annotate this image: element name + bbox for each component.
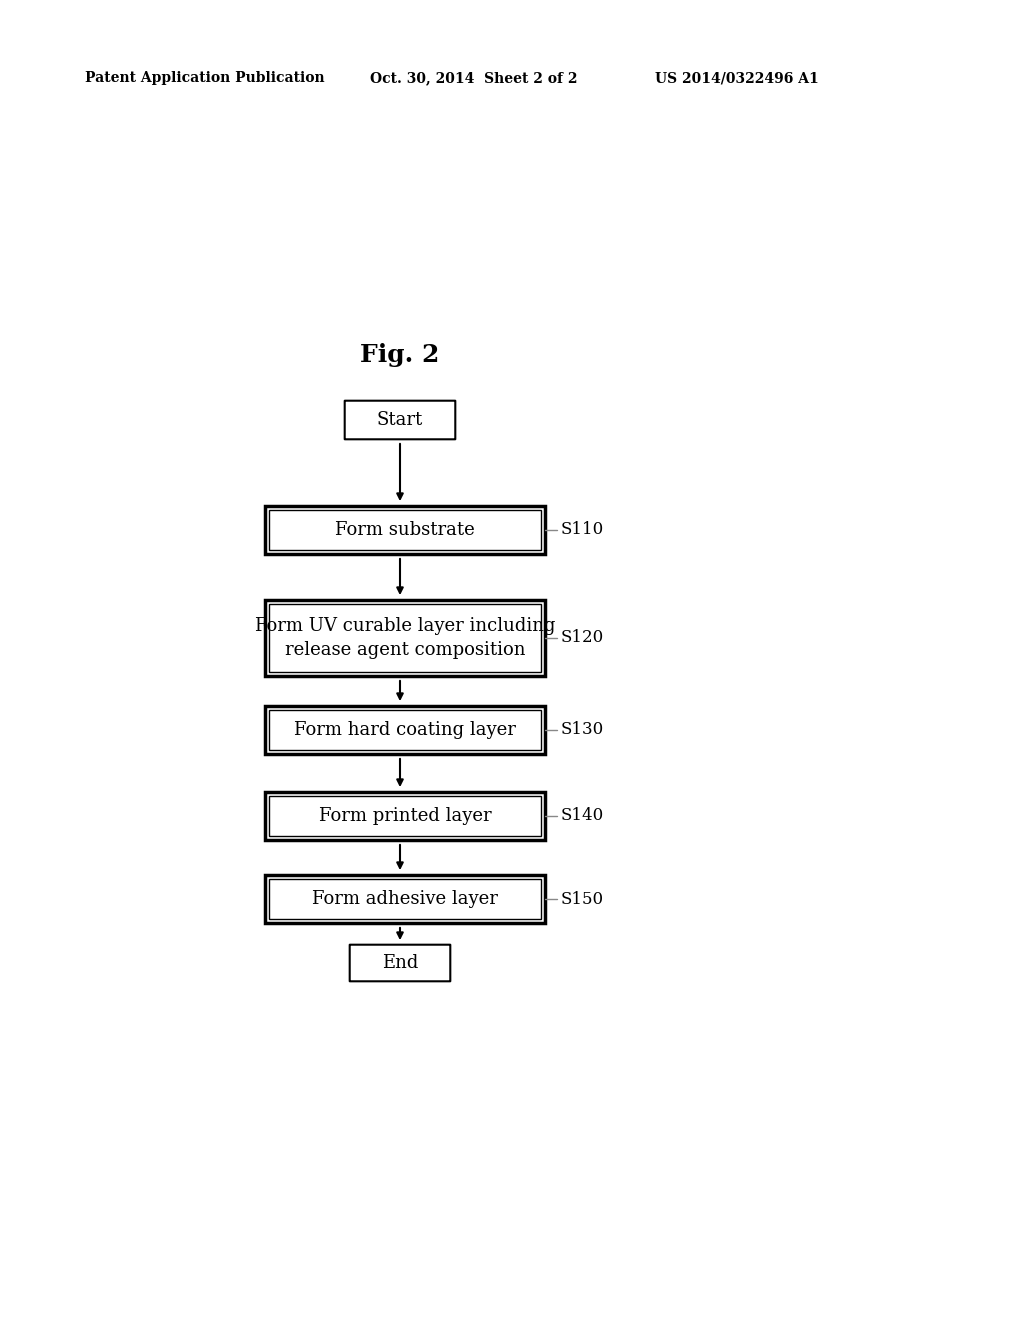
Text: Form printed layer: Form printed layer — [318, 807, 492, 825]
Bar — [269, 879, 541, 919]
Text: S120: S120 — [561, 630, 604, 647]
Text: S130: S130 — [561, 722, 604, 738]
Text: End: End — [382, 954, 418, 972]
Text: Oct. 30, 2014  Sheet 2 of 2: Oct. 30, 2014 Sheet 2 of 2 — [370, 71, 578, 84]
Bar — [265, 506, 545, 554]
Text: Fig. 2: Fig. 2 — [360, 343, 439, 367]
Text: S150: S150 — [561, 891, 604, 908]
Bar — [265, 601, 545, 676]
FancyBboxPatch shape — [350, 945, 451, 981]
Text: S140: S140 — [561, 808, 604, 825]
Text: Form substrate: Form substrate — [335, 521, 475, 539]
Bar — [269, 710, 541, 750]
Text: Form adhesive layer: Form adhesive layer — [312, 890, 498, 908]
Bar — [265, 792, 545, 840]
FancyBboxPatch shape — [345, 401, 456, 440]
Bar — [269, 796, 541, 836]
Bar — [269, 605, 541, 672]
Bar — [265, 875, 545, 923]
Text: Form UV curable layer including
release agent composition: Form UV curable layer including release … — [255, 618, 555, 659]
Text: US 2014/0322496 A1: US 2014/0322496 A1 — [655, 71, 819, 84]
Bar — [269, 510, 541, 550]
Text: Start: Start — [377, 411, 423, 429]
Text: Form hard coating layer: Form hard coating layer — [294, 721, 516, 739]
Text: S110: S110 — [561, 521, 604, 539]
Text: Patent Application Publication: Patent Application Publication — [85, 71, 325, 84]
Bar — [265, 706, 545, 754]
